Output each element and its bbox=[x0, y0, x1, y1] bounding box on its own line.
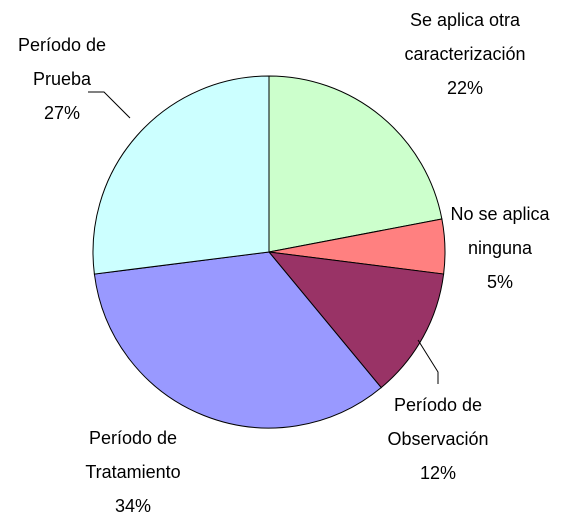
slice bbox=[267, 251, 445, 389]
category-label: Período de Observación bbox=[387, 395, 489, 449]
value-label: 22% bbox=[446, 78, 484, 98]
value-label: 12% bbox=[419, 463, 457, 483]
slice bbox=[93, 251, 382, 429]
leader-line bbox=[417, 339, 439, 384]
slice bbox=[92, 75, 270, 275]
slice-label: Se aplica otra caracterización 22% bbox=[390, 3, 540, 105]
category-label: Período de Tratamiento bbox=[85, 428, 181, 482]
value-label: 34% bbox=[114, 496, 152, 516]
value-label: 5% bbox=[486, 272, 513, 292]
slice-label: No se aplica ninguna 5% bbox=[450, 197, 550, 299]
value-label: 27% bbox=[43, 103, 81, 123]
category-label: Se aplica otra caracterización bbox=[404, 10, 526, 64]
leader-line bbox=[88, 91, 131, 119]
slice-label: Período de Observación 12% bbox=[373, 388, 503, 490]
slice-label: Período de Tratamiento 34% bbox=[73, 421, 193, 523]
slice bbox=[268, 75, 443, 253]
slice-label: Período de Prueba 27% bbox=[12, 28, 112, 130]
category-label: No se aplica ninguna bbox=[450, 204, 550, 258]
category-label: Período de Prueba bbox=[17, 35, 107, 89]
